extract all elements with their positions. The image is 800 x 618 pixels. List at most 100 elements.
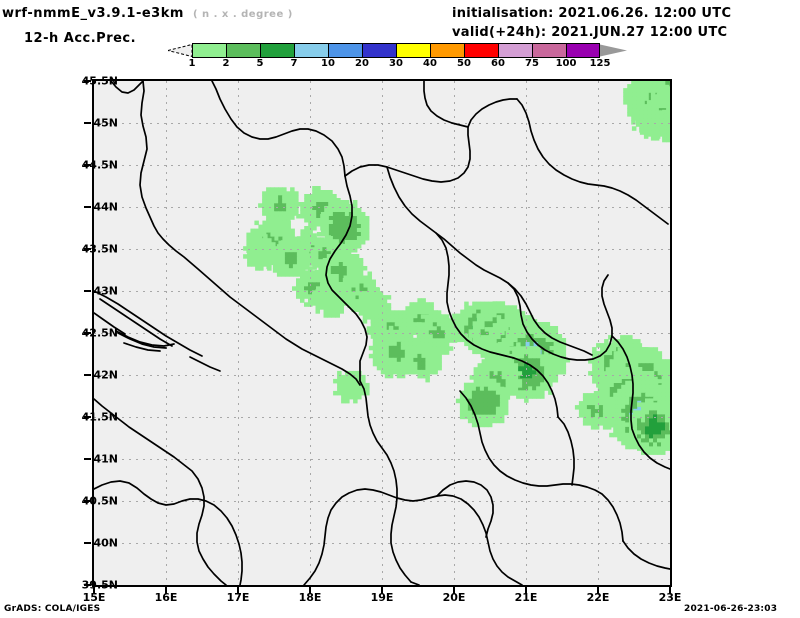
x-axis-label-18E: 18E: [298, 591, 322, 604]
precip-cluster: [574, 389, 616, 430]
coastline-and-border-layer: [94, 81, 670, 585]
x-axis-tick-21E: [525, 587, 527, 594]
colorbar-swatch-10: [498, 43, 532, 58]
x-axis-label-21E: 21E: [514, 591, 538, 604]
x-axis-tick-23E: [669, 587, 671, 594]
y-axis-tick-39.5N: [84, 584, 91, 586]
x-axis-label-17E: 17E: [226, 591, 250, 604]
grads-credit: GrADS: COLA/IGES: [4, 604, 101, 614]
colorbar-tick-100: 100: [555, 58, 577, 69]
colorbar-tick-20: 20: [355, 58, 369, 69]
field-title: 12-h Acc.Prec.: [24, 31, 137, 46]
y-axis-tick-40N: [84, 542, 91, 544]
colorbar-swatch-3: [260, 43, 294, 58]
y-axis-label-41N: 41N: [93, 452, 118, 466]
colorbar-tick-50: 50: [457, 58, 471, 69]
colorbar-swatch-7: [396, 43, 430, 58]
x-axis-tick-19E: [381, 587, 383, 594]
colorbar-tick-60: 60: [491, 58, 505, 69]
colorbar-tick-7: 7: [290, 58, 298, 69]
colorbar-swatch-5: [328, 43, 362, 58]
gridline-lat-40.5N: [94, 501, 670, 502]
precip-cluster: [333, 370, 370, 404]
gridline-lat-44N: [94, 207, 670, 208]
colorbar-swatch-4: [294, 43, 328, 58]
y-axis-tick-42.5N: [84, 332, 91, 334]
y-axis-tick-42N: [84, 374, 91, 376]
gridline-lat-40N: [94, 543, 670, 544]
x-axis-label-22E: 22E: [586, 591, 610, 604]
precip-cluster: [625, 398, 670, 455]
colorbar-tick-5: 5: [256, 58, 264, 69]
units-note: ( n . x . degree ): [193, 9, 293, 20]
y-axis-tick-45.5N: [84, 80, 91, 82]
colorbar-swatches: [192, 43, 600, 58]
y-axis-label-42.5N: 42.5N: [81, 326, 118, 340]
precip-cluster: [631, 102, 669, 139]
colorbar-swatch-12: [566, 43, 600, 58]
gridline-lat-43.5N: [94, 249, 670, 250]
precipitation-field: [243, 81, 670, 455]
x-axis-label-16E: 16E: [154, 591, 178, 604]
x-axis-tick-18E: [309, 587, 311, 594]
colorbar-swatch-1: [192, 43, 226, 58]
colorbar-swatch-6: [362, 43, 396, 58]
map-canvas: [94, 81, 670, 585]
colorbar-tick-2: 2: [222, 58, 230, 69]
colorbar-under-arrow-icon: [168, 44, 192, 57]
y-axis-tick-43N: [84, 290, 91, 292]
colorbar-swatch-9: [464, 43, 498, 58]
valid-time: valid(+24h): 2021.JUN.27 12:00 UTC: [452, 25, 728, 40]
colorbar-tick-30: 30: [389, 58, 403, 69]
y-axis-label-44.5N: 44.5N: [81, 158, 118, 172]
y-axis-tick-41N: [84, 458, 91, 460]
y-axis-tick-44N: [84, 206, 91, 208]
gridline-lat-42N: [94, 375, 670, 376]
y-axis-label-41.5N: 41.5N: [81, 410, 118, 424]
y-axis-label-40.5N: 40.5N: [81, 494, 118, 508]
x-axis-tick-17E: [237, 587, 239, 594]
colorbar-over-arrow-icon: [600, 44, 627, 57]
map-plot-area: [92, 79, 672, 587]
colorbar-swatch-11: [532, 43, 566, 58]
precip-cluster: [455, 374, 509, 428]
colorbar-tick-10: 10: [321, 58, 335, 69]
x-axis-label-23E: 23E: [658, 591, 682, 604]
x-axis-tick-16E: [165, 587, 167, 594]
precip-cluster: [412, 310, 458, 355]
colorbar-swatch-2: [226, 43, 260, 58]
y-axis-label-43N: 43N: [93, 284, 118, 298]
y-axis-tick-40.5N: [84, 500, 91, 502]
render-timestamp: 2021-06-26-23:03: [684, 604, 778, 614]
x-axis-label-19E: 19E: [370, 591, 394, 604]
gridline-lat-41.5N: [94, 417, 670, 418]
y-axis-label-45N: 45N: [93, 116, 118, 130]
gridline-lat-41N: [94, 459, 670, 460]
x-axis-tick-15E: [93, 587, 95, 594]
gridline-lat-43N: [94, 291, 670, 292]
colorbar-tick-75: 75: [525, 58, 539, 69]
x-axis-label-15E: 15E: [82, 591, 106, 604]
gridline-lat-45N: [94, 123, 670, 124]
y-axis-label-39.5N: 39.5N: [81, 578, 118, 592]
y-axis-tick-44.5N: [84, 164, 91, 166]
x-axis-label-20E: 20E: [442, 591, 466, 604]
precipitation-colorbar: 1 2 5 7 10 20 30 40 50 60 75 100 125: [168, 43, 627, 70]
y-axis-label-45.5N: 45.5N: [81, 74, 118, 88]
initialisation-time: initialisation: 2021.06.26. 12:00 UTC: [452, 6, 732, 21]
y-axis-label-42N: 42N: [93, 368, 118, 382]
x-axis-tick-20E: [453, 587, 455, 594]
colorbar-tick-40: 40: [423, 58, 437, 69]
gridline-lat-42.5N: [94, 333, 670, 334]
y-axis-label-44N: 44N: [93, 200, 118, 214]
colorbar-swatch-8: [430, 43, 464, 58]
y-axis-label-43.5N: 43.5N: [81, 242, 118, 256]
precip-cluster: [401, 345, 442, 383]
model-title: wrf-nmmE_v3.9.1-e3km: [2, 6, 184, 21]
y-axis-tick-41.5N: [84, 416, 91, 418]
y-axis-tick-45N: [84, 122, 91, 124]
x-axis-tick-22E: [597, 587, 599, 594]
y-axis-tick-43.5N: [84, 248, 91, 250]
colorbar-tick-125: 125: [589, 58, 611, 69]
